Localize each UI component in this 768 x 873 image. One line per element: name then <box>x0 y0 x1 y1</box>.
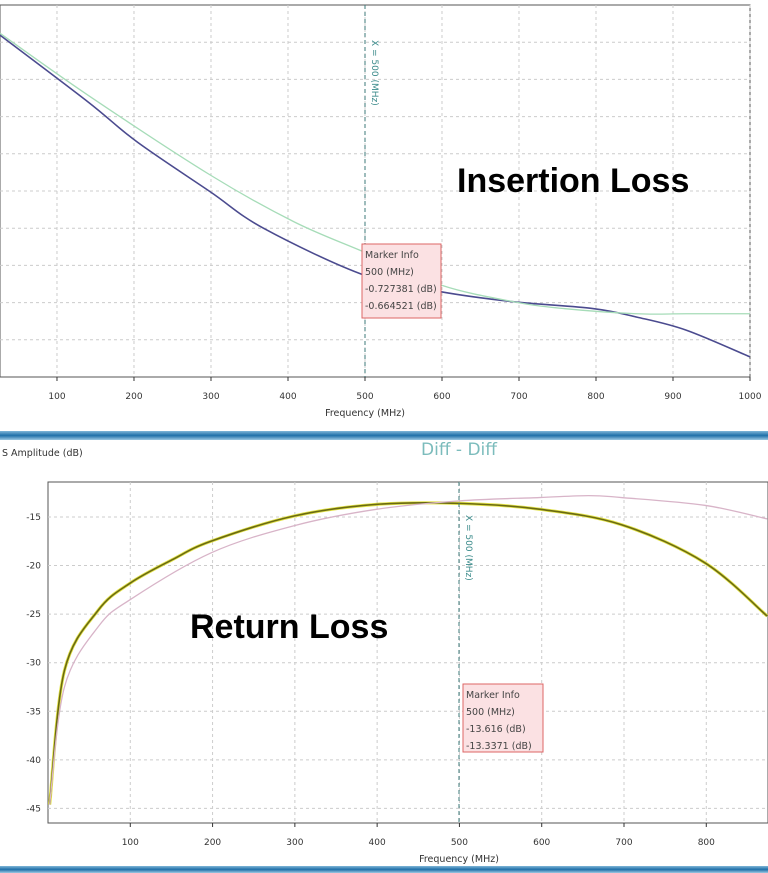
x-tick-label: 400 <box>279 392 296 402</box>
y-tick-label: -20 <box>26 562 41 572</box>
x-tick-label: 800 <box>587 392 604 402</box>
x-axis-label: Frequency (MHz) <box>419 854 499 865</box>
series-line-2 <box>49 494 768 805</box>
y-tick-label: -45 <box>26 804 41 814</box>
series-line-1 <box>48 501 768 805</box>
x-tick-label: 1000 <box>739 392 762 402</box>
x-tick-label: 100 <box>122 838 139 848</box>
plot-area <box>47 481 768 824</box>
marker-info-line: -13.616 (dB) <box>466 724 526 735</box>
chart-annotation: Return Loss <box>190 608 388 646</box>
marker-info-line: -13.3371 (dB) <box>466 741 532 752</box>
x-tick-label: 800 <box>698 838 715 848</box>
y-tick-label: -35 <box>26 707 41 717</box>
y-tick-label: -30 <box>26 659 41 669</box>
x-tick-label: 200 <box>125 392 142 402</box>
chart-title: Diff - Diff <box>421 440 498 460</box>
marker-info-box <box>462 683 544 753</box>
marker-info-line: Marker Info <box>466 690 520 701</box>
x-tick-label: 300 <box>286 838 303 848</box>
series-group <box>48 494 768 805</box>
x-tick-label: 700 <box>615 838 632 848</box>
return-loss-chart: -15 -20 -25 -30 -35 -40 -45 100 200 300 400 500 600 7… <box>2 440 768 865</box>
marker-label: X = 500 (MHz) <box>369 40 379 106</box>
x-tick-label: 300 <box>202 392 219 402</box>
marker-info-line: -0.664521 (dB) <box>365 301 437 312</box>
x-tick-label: 400 <box>369 838 386 848</box>
window-separator <box>0 431 768 440</box>
x-tick-label: 900 <box>664 392 681 402</box>
insertion-loss-chart: 100 200 300 400 500 600 700 800 900 1000 Frequency… <box>0 4 762 419</box>
chart-annotation: Insertion Loss <box>457 162 689 200</box>
marker-info-line: -0.727381 (dB) <box>365 284 437 295</box>
x-tick-label: 500 <box>451 838 468 848</box>
x-tick-label: 700 <box>510 392 527 402</box>
x-tick-label: 500 <box>356 392 373 402</box>
marker-label: X = 500 (MHz) <box>463 515 473 581</box>
y-axis-label: S Amplitude (dB) <box>2 448 83 459</box>
x-tick-label: 100 <box>48 392 65 402</box>
y-tick-label: -25 <box>26 610 41 620</box>
marker-info-line: Marker Info <box>365 250 419 261</box>
y-tick-label: -40 <box>26 756 41 766</box>
y-tick-label: -15 <box>26 513 41 523</box>
x-axis-label: Frequency (MHz) <box>325 408 405 419</box>
marker-info-line: 500 (MHz) <box>466 707 515 718</box>
marker-info-line: 500 (MHz) <box>365 267 414 278</box>
marker-info-box <box>361 243 442 319</box>
x-tick-label: 200 <box>204 838 221 848</box>
window-separator-bottom <box>0 866 768 873</box>
x-tick-label: 600 <box>533 838 550 848</box>
x-tick-label: 600 <box>433 392 450 402</box>
